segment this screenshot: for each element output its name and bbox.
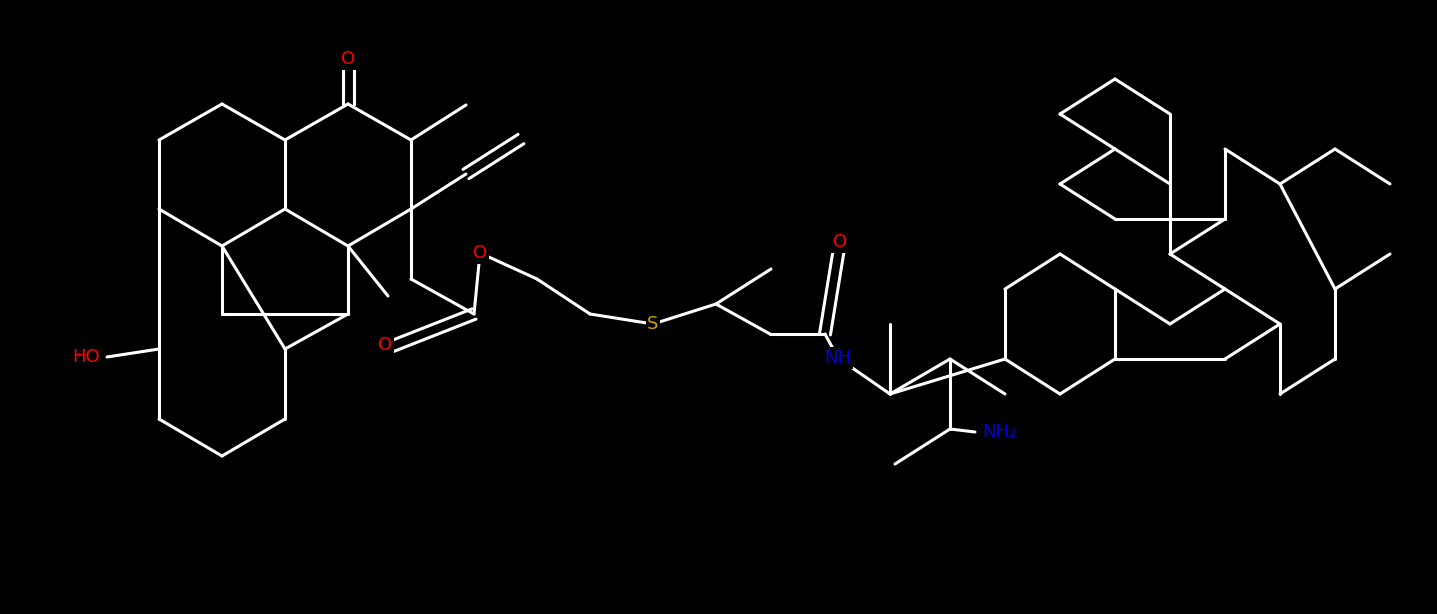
Text: O: O (378, 336, 392, 354)
Text: O: O (473, 244, 487, 262)
Text: S: S (647, 315, 658, 333)
Text: NH₂: NH₂ (981, 423, 1016, 441)
Text: NH: NH (825, 349, 852, 367)
Text: HO: HO (72, 348, 101, 366)
Text: O: O (341, 50, 355, 68)
Text: O: O (833, 233, 846, 251)
